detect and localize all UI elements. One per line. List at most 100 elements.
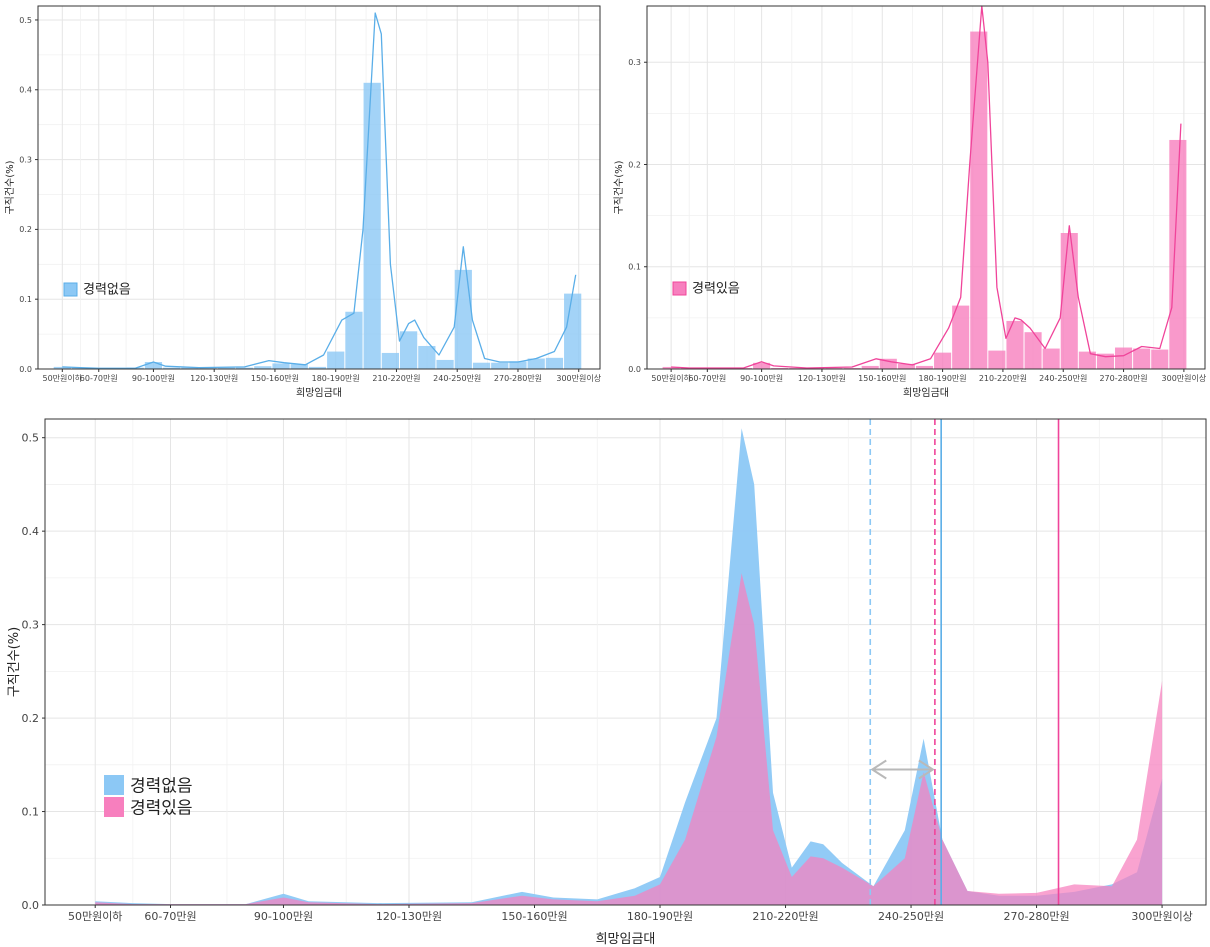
plot-border xyxy=(646,5,1206,370)
bar xyxy=(418,345,436,369)
bar xyxy=(163,367,181,369)
bar xyxy=(807,367,825,369)
x-tick-label: 50만원이하 xyxy=(68,909,122,923)
legend-label: 경력있음 xyxy=(692,282,740,297)
y-axis-title: 구직건수(%) xyxy=(613,160,625,214)
x-tick-label: 60-70만원 xyxy=(688,374,726,383)
x-tick-label: 300만원이상 xyxy=(1162,373,1207,383)
bar xyxy=(771,367,789,369)
y-tick-label: 0.1 xyxy=(19,295,32,304)
legend-key xyxy=(104,775,124,795)
y-tick-label: 0.3 xyxy=(628,58,641,67)
legend-key xyxy=(672,281,687,296)
legend-label: 경력없음 xyxy=(83,283,131,298)
y-axis-title: 구직건수(%) xyxy=(7,627,22,697)
bar xyxy=(181,367,199,369)
bar xyxy=(345,311,363,369)
bar xyxy=(71,367,90,369)
plot-border xyxy=(37,5,601,370)
arrow-head-right xyxy=(918,759,935,780)
bar xyxy=(1060,233,1078,369)
x-tick-label: 270-280만원 xyxy=(494,374,542,383)
bar xyxy=(1096,353,1115,369)
bar xyxy=(861,365,879,369)
bar xyxy=(789,367,807,369)
y-tick-label: 0.1 xyxy=(628,263,641,272)
x-tick-label: 50만원이하 xyxy=(42,373,82,383)
y-tick-label: 0.4 xyxy=(22,525,40,538)
bar xyxy=(199,367,217,369)
bar xyxy=(970,31,988,369)
bar xyxy=(843,367,861,369)
x-tick-label: 180-190만원 xyxy=(627,910,693,923)
bar xyxy=(934,352,952,369)
bar xyxy=(254,366,272,369)
x-tick-label: 210-220만원 xyxy=(372,374,420,383)
bar xyxy=(436,359,454,369)
bar xyxy=(454,269,472,369)
bar xyxy=(1078,351,1096,369)
bar xyxy=(825,367,843,369)
bar xyxy=(915,365,934,369)
x-tick-label: 150-160만원 xyxy=(501,910,567,923)
x-tick-label: 90-100만원 xyxy=(740,374,783,383)
x-axis-title: 희망임금대 xyxy=(903,386,949,399)
density-line xyxy=(671,5,1182,369)
bar xyxy=(491,362,509,369)
x-tick-label: 120-130만원 xyxy=(190,374,238,383)
bar xyxy=(545,357,564,369)
legend-label: 경력없음 xyxy=(130,776,193,796)
x-tick-label: 90-100만원 xyxy=(254,910,313,923)
x-axis-title: 희망임금대 xyxy=(596,932,656,947)
chart-bottom: 0.0 0.1 0.2 0.3 0.4 0.5 50만원이하 60-70만원 90-100만원 1… xyxy=(7,418,1207,947)
y-tick-label: 0.0 xyxy=(19,365,32,374)
x-tick-label: 150-160만원 xyxy=(858,374,906,383)
x-tick-label: 90-100만원 xyxy=(132,374,175,383)
bar xyxy=(472,362,491,369)
plot-border xyxy=(44,418,1207,906)
bar xyxy=(879,358,897,369)
bar xyxy=(1006,320,1024,369)
bar xyxy=(381,352,400,369)
y-axis-title: 구직건수(%) xyxy=(4,160,16,214)
plot-area xyxy=(45,419,1206,905)
bar xyxy=(988,350,1006,369)
bar xyxy=(327,351,345,369)
bar xyxy=(564,293,582,369)
y-tick-label: 0.1 xyxy=(22,805,40,818)
bar xyxy=(1024,332,1042,369)
y-tick-label: 0.3 xyxy=(22,618,40,631)
bar xyxy=(527,358,545,369)
legend-key xyxy=(104,797,124,817)
bar xyxy=(308,366,327,369)
bar xyxy=(952,305,970,369)
y-tick-label: 0.2 xyxy=(19,225,32,234)
x-tick-label: 240-250만원 xyxy=(878,910,944,923)
bar xyxy=(1115,347,1133,369)
bar xyxy=(1133,348,1151,369)
bar xyxy=(53,366,71,369)
x-tick-label: 120-130만원 xyxy=(376,910,442,923)
y-tick-label: 0.3 xyxy=(19,155,32,164)
legend-label: 경력있음 xyxy=(130,798,193,818)
y-tick-label: 0.5 xyxy=(19,16,32,25)
bar xyxy=(753,362,771,369)
bar xyxy=(400,331,418,369)
bar xyxy=(272,363,290,369)
x-tick-label: 300만원이상 xyxy=(1131,910,1192,923)
y-tick-label: 0.5 xyxy=(22,432,40,445)
x-tick-label: 150-160만원 xyxy=(251,374,299,383)
plot-area xyxy=(38,6,600,369)
legend-key xyxy=(63,282,78,297)
plot-area xyxy=(647,6,1205,369)
x-tick-label: 300만원이상 xyxy=(556,373,601,383)
x-tick-label: 60-70만원 xyxy=(80,374,118,383)
y-tick-label: 0.2 xyxy=(22,712,40,725)
x-tick-label: 240-250만원 xyxy=(433,374,481,383)
x-tick-label: 270-280만원 xyxy=(1003,910,1069,923)
bar xyxy=(662,366,680,369)
x-tick-label: 50만원이하 xyxy=(651,373,691,383)
bar xyxy=(217,367,235,369)
